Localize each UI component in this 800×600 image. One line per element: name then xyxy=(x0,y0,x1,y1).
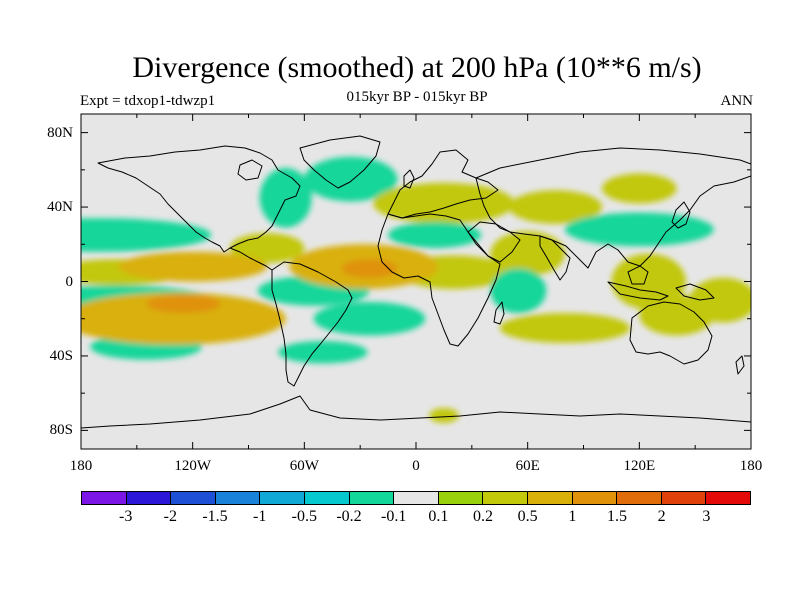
coastlines xyxy=(81,135,751,429)
colorbar-box xyxy=(706,492,750,504)
colorbar-label: 1 xyxy=(568,508,577,525)
coastline-indonesia xyxy=(607,281,669,301)
anomaly-region-south-pacific-east-core xyxy=(146,294,221,314)
colorbar-box xyxy=(126,492,172,504)
axis-ticks xyxy=(80,114,752,449)
anomaly-region-south-pacific-east xyxy=(81,292,286,345)
anomaly-region-north-pacific-band xyxy=(81,218,212,252)
lon-label: 180 xyxy=(69,458,93,474)
lon-label: 180 xyxy=(739,458,763,474)
colorbar-label: -0.1 xyxy=(380,508,407,525)
anomaly-region-antarctic-coast-south-atlantic xyxy=(429,408,459,423)
colorbar-label: 3 xyxy=(702,508,711,525)
colorbar-label: -0.5 xyxy=(291,508,317,525)
colorbar-label: -1.5 xyxy=(202,508,228,525)
anomaly-region-europe-mediterranean xyxy=(373,182,515,224)
colorbar-box xyxy=(617,492,662,504)
colorbar-label: -0.2 xyxy=(336,508,362,525)
coastline-hudson-bay xyxy=(237,159,263,181)
colorbar-box xyxy=(82,492,127,504)
anomaly-region-gulf-of-mexico xyxy=(229,233,305,263)
coastline-north-america xyxy=(97,145,301,253)
colorbar-box xyxy=(260,492,305,504)
colorbar-box xyxy=(349,492,395,504)
anomaly-region-south-indian-ocean xyxy=(499,313,631,343)
coastline-greenland xyxy=(299,135,381,189)
anomaly-region-southern-ocean-atlantic xyxy=(278,341,368,364)
coastline-asia xyxy=(475,147,751,269)
coastline-japan xyxy=(671,201,691,229)
coastline-south-america xyxy=(271,261,353,387)
map-title: Divergence (smoothed) at 200 hPa (10**6 … xyxy=(132,51,702,84)
anomaly-region-sahara xyxy=(388,221,482,249)
anomaly-region-southwest-pacific xyxy=(689,277,751,323)
anomaly-region-east-asia xyxy=(564,212,714,247)
coastline-new-zealand xyxy=(735,355,745,375)
lon-label: 60E xyxy=(515,458,540,474)
colorbar-box xyxy=(483,492,528,504)
colorbar-box xyxy=(661,492,707,504)
anomaly-region-north-atlantic xyxy=(304,156,398,202)
coastline-madagascar xyxy=(493,301,505,325)
lat-label: 80N xyxy=(47,124,73,141)
colorbar-label: 1.5 xyxy=(607,508,627,525)
coastline-africa xyxy=(377,213,501,347)
lat-label: 80S xyxy=(49,422,73,439)
coastline-central-america xyxy=(229,247,273,271)
colorbar-box xyxy=(438,492,484,504)
colorbar-label: -2 xyxy=(163,508,177,525)
lon-label: 60W xyxy=(289,458,319,474)
colorbar-box xyxy=(304,492,350,504)
experiment-label: Expt = tdxop1-tdwzp1 xyxy=(80,93,216,109)
lon-label: 120E xyxy=(623,458,656,474)
coastline-antarctica xyxy=(81,395,751,429)
colorbar-label: 0.1 xyxy=(428,508,449,525)
colorbar-label: -3 xyxy=(118,508,133,525)
coastline-british-isles xyxy=(403,169,415,189)
colorbar-box xyxy=(527,492,573,504)
anomaly-region-east-pacific-itcz xyxy=(118,251,268,282)
lat-label: 40N xyxy=(47,199,73,216)
colorbar-box xyxy=(171,492,216,504)
lat-label: 40S xyxy=(49,347,73,364)
anomaly-region-north-america-east xyxy=(259,167,312,228)
lon-label: 0 xyxy=(412,458,420,474)
coastline-india xyxy=(539,235,571,281)
coastline-arabia xyxy=(467,221,521,263)
colorbar-label: 0.5 xyxy=(517,508,538,525)
anomaly-region-indian-ocean-west xyxy=(490,268,547,314)
anomaly-region-siberia xyxy=(602,173,677,204)
coastline-borneo xyxy=(627,265,649,285)
coastline-new-guinea xyxy=(675,283,715,301)
colorbar-box xyxy=(394,492,439,504)
colorbar-box xyxy=(215,492,261,504)
colorbar-label: -1 xyxy=(252,508,267,525)
anomaly-region-arabian-sea xyxy=(490,231,565,276)
colorbar xyxy=(81,491,751,505)
lat-label: 0 xyxy=(65,273,74,290)
colorbar-label: 2 xyxy=(657,508,666,525)
divergence-field xyxy=(81,156,751,423)
colorbar-box xyxy=(572,492,618,504)
lon-label: 120W xyxy=(174,458,211,474)
coastline-australia xyxy=(629,301,713,365)
anomaly-region-south-atlantic xyxy=(313,301,426,336)
anomaly-region-central-asia xyxy=(509,190,603,224)
map-subtitle: 015kyr BP - 015kyr BP xyxy=(346,89,488,105)
colorbar-label: 0.2 xyxy=(473,508,493,525)
season-label: ANN xyxy=(720,93,754,109)
